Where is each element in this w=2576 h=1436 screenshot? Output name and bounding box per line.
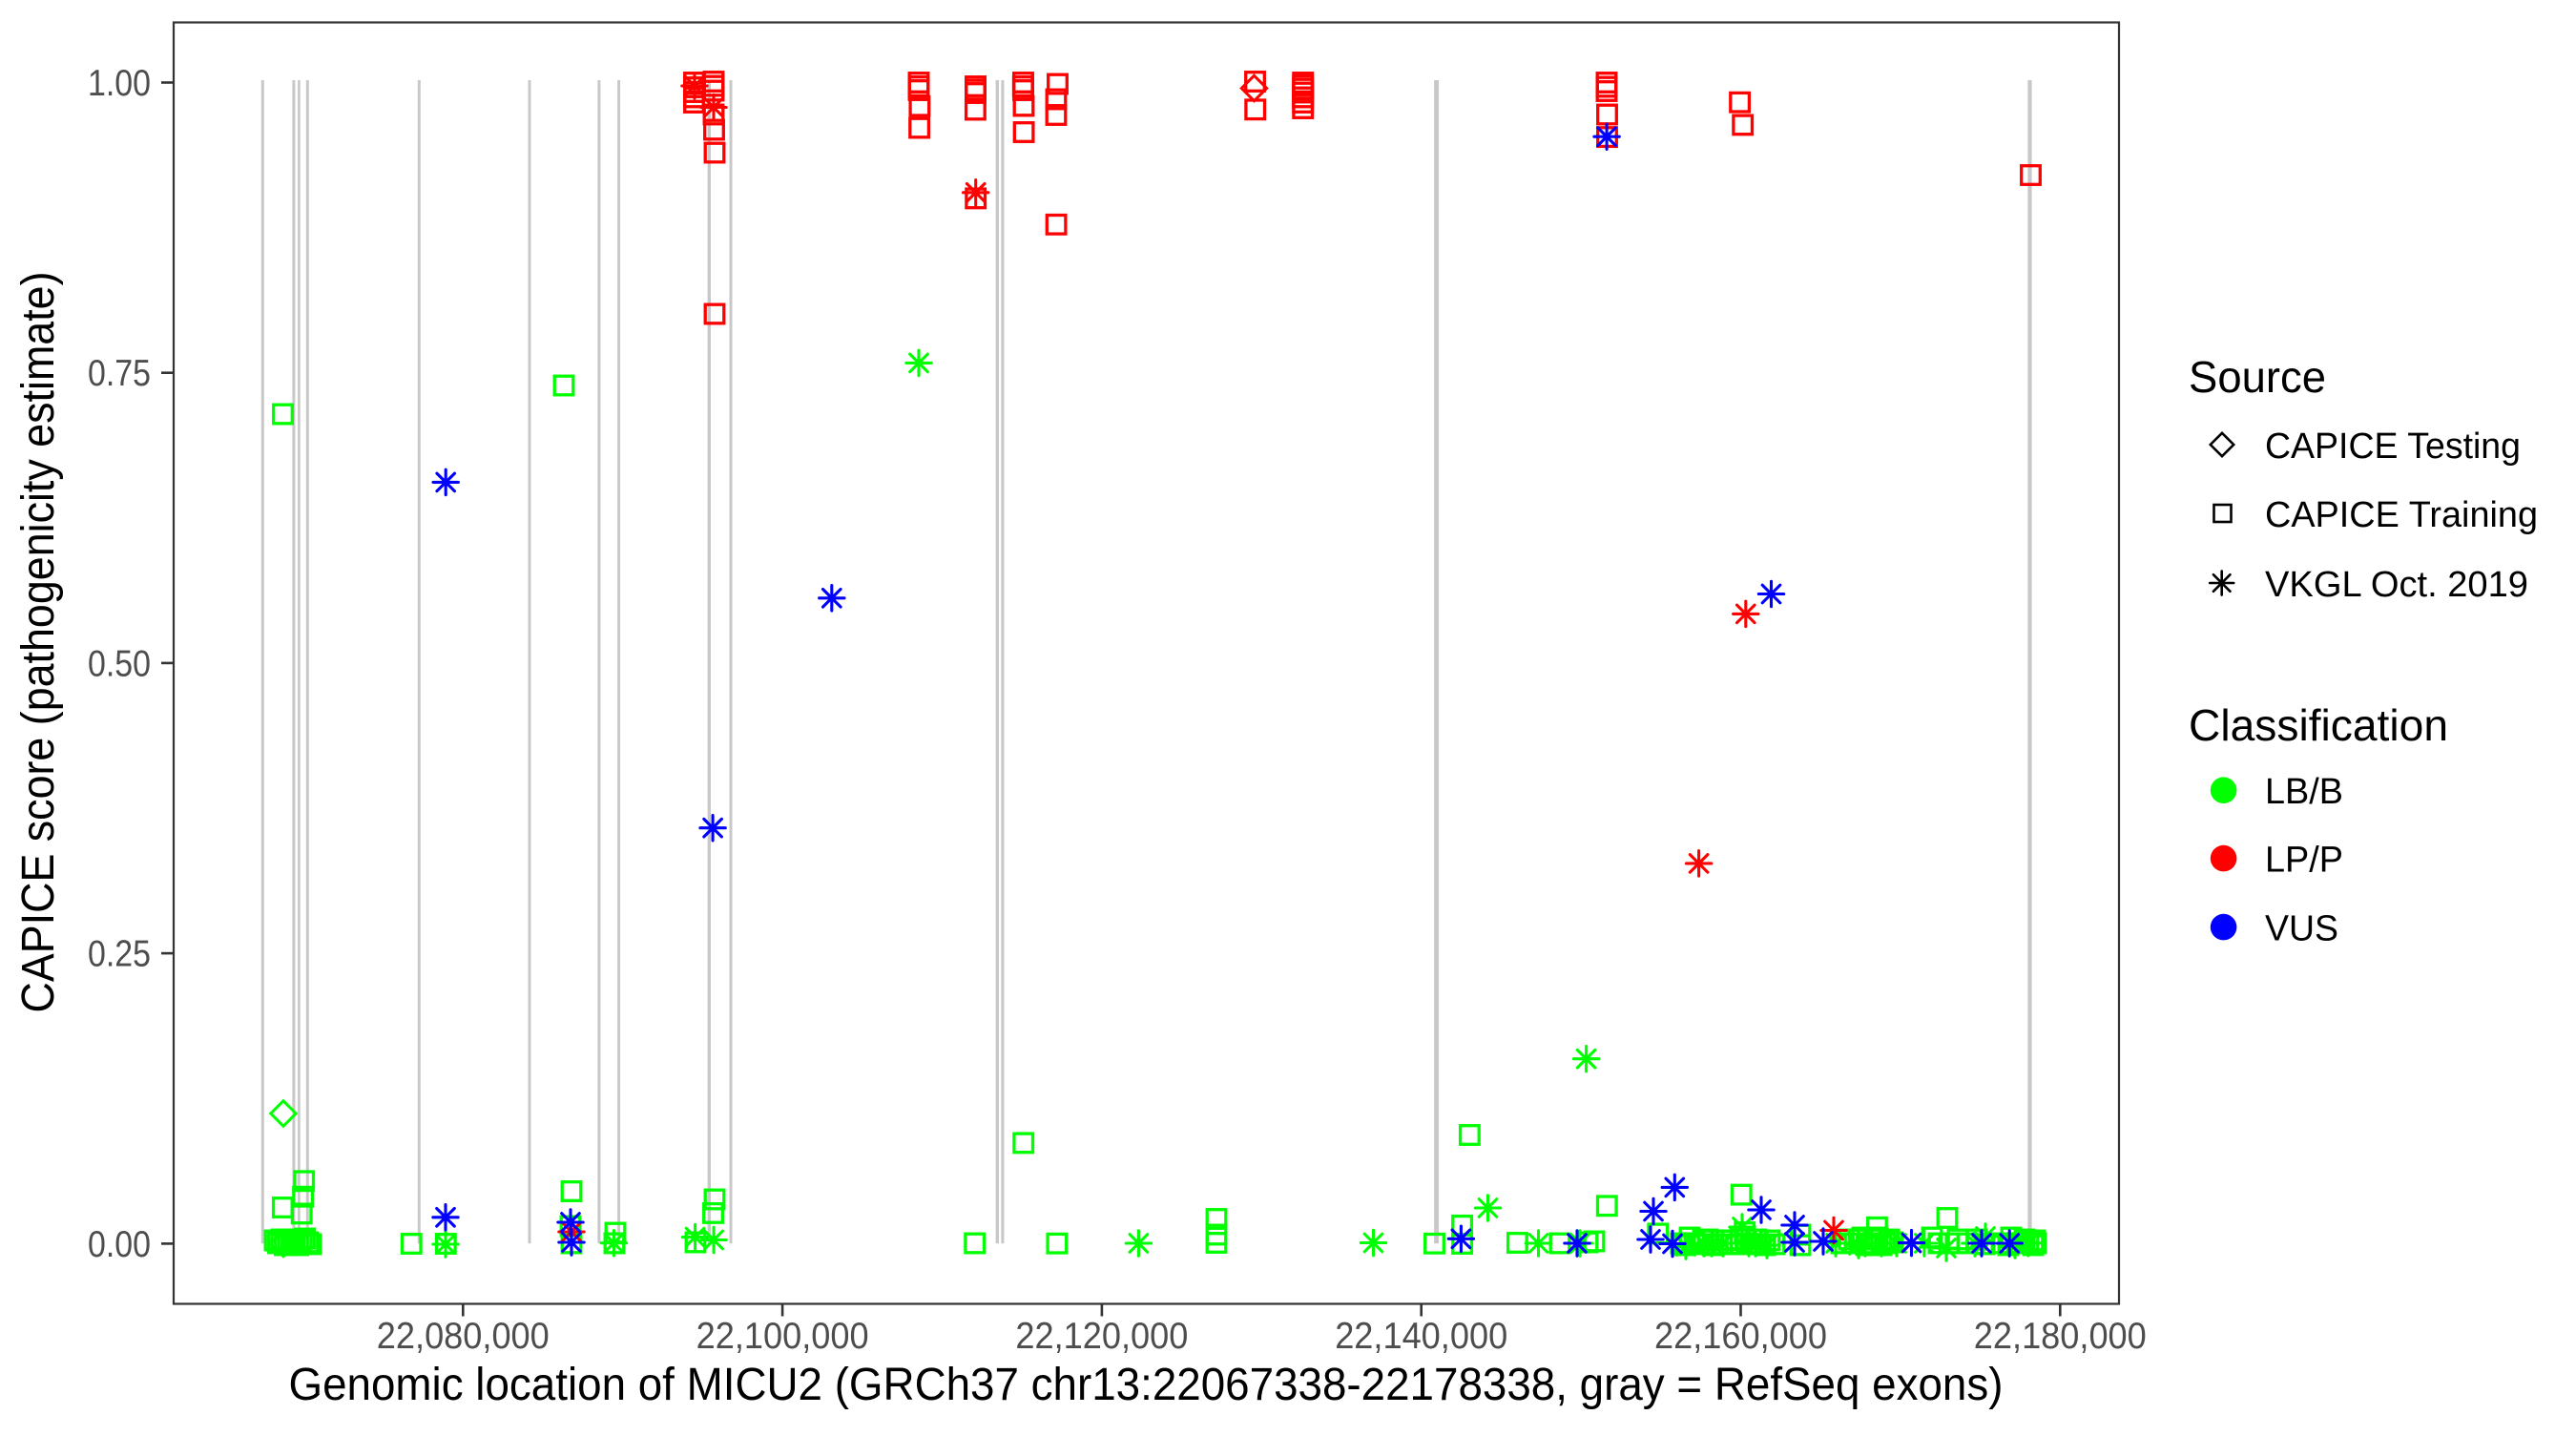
svg-text:22,100,000: 22,100,000 — [696, 1316, 869, 1357]
svg-text:0.00: 0.00 — [88, 1224, 151, 1265]
svg-text:Genomic location of MICU2 (GRC: Genomic location of MICU2 (GRCh37 chr13:… — [289, 1360, 2004, 1410]
svg-text:22,140,000: 22,140,000 — [1335, 1316, 1507, 1357]
svg-text:Classification: Classification — [2189, 700, 2448, 750]
svg-text:22,080,000: 22,080,000 — [377, 1316, 550, 1357]
svg-text:Source: Source — [2189, 352, 2326, 402]
svg-text:LB/B: LB/B — [2265, 772, 2343, 812]
svg-text:22,160,000: 22,160,000 — [1654, 1316, 1827, 1357]
svg-text:CAPICE Training: CAPICE Training — [2265, 495, 2538, 535]
svg-text:0.75: 0.75 — [88, 353, 151, 394]
svg-text:22,180,000: 22,180,000 — [1974, 1316, 2147, 1357]
svg-text:0.25: 0.25 — [88, 934, 151, 975]
svg-text:VKGL Oct. 2019: VKGL Oct. 2019 — [2265, 565, 2528, 605]
svg-text:22,120,000: 22,120,000 — [1015, 1316, 1188, 1357]
svg-text:1.00: 1.00 — [88, 63, 151, 104]
svg-text:LP/P: LP/P — [2265, 841, 2343, 881]
svg-text:CAPICE Testing: CAPICE Testing — [2265, 427, 2521, 467]
svg-text:0.50: 0.50 — [88, 643, 151, 684]
svg-text:CAPICE score (pathogenicity es: CAPICE score (pathogenicity estimate) — [13, 272, 64, 1013]
svg-text:VUS: VUS — [2265, 909, 2338, 949]
